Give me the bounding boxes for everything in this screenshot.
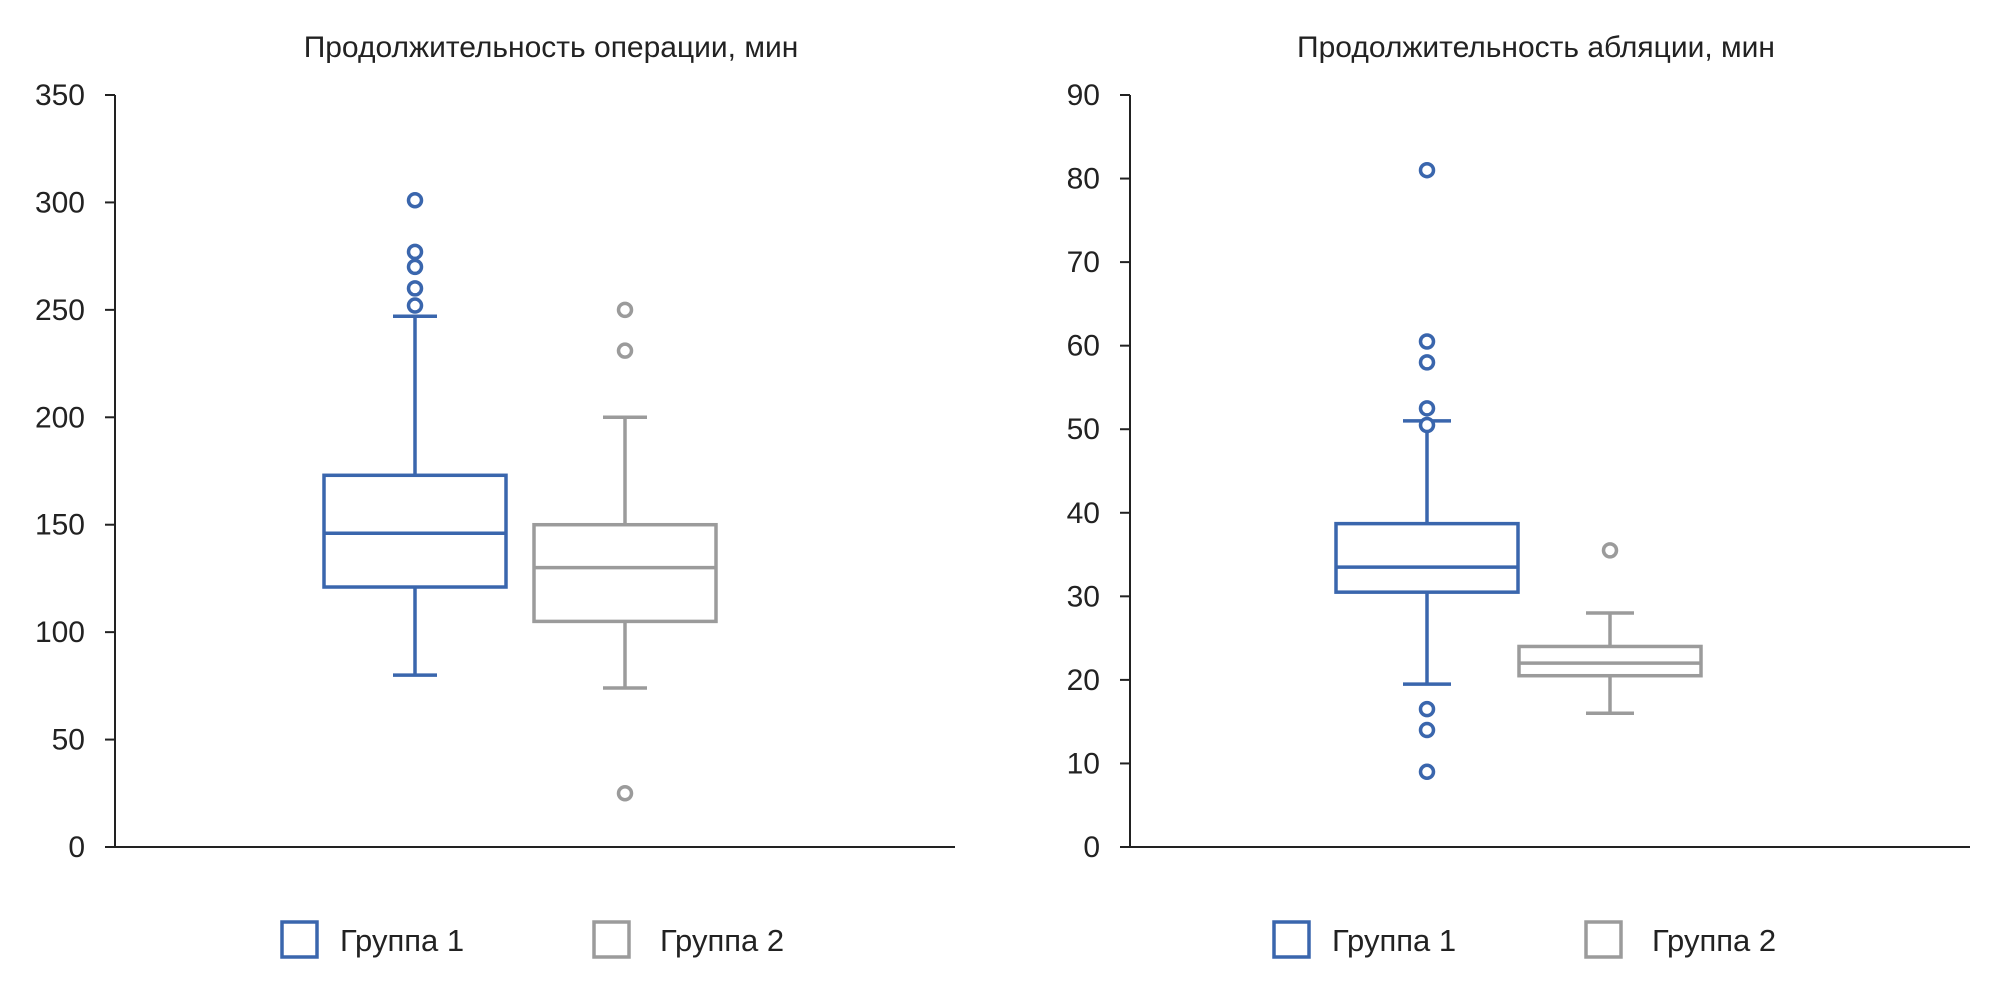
y-tick-label: 50 [52,724,85,757]
y-tick-label: 30 [1067,580,1100,613]
y-tick-label: 200 [35,401,85,434]
outlier-point [1418,763,1436,781]
box-iqr [532,522,718,624]
y-tick-label: 150 [35,509,85,542]
outlier-point [616,785,634,802]
outlier-point [406,280,424,297]
legend-swatch [1584,920,1623,959]
box-iqr [1517,644,1703,678]
outlier-point [616,342,634,359]
y-tick-label: 70 [1067,246,1100,279]
outlier-point [406,297,424,314]
legend-swatch [280,920,319,959]
legend-label: Группа 1 [340,923,464,958]
outlier-point [1418,721,1436,739]
y-tick-label: 350 [35,79,85,112]
outlier-point [616,301,634,319]
outlier-point [1418,161,1436,179]
legend-label: Группа 2 [1652,923,1776,958]
y-tick-label: 50 [1067,413,1100,446]
y-tick-label: 90 [1067,79,1100,112]
y-tick-label: 80 [1067,163,1100,196]
outlier-point [1418,416,1436,434]
box-iqr [322,473,508,589]
y-tick-label: 0 [68,831,85,864]
y-tick-label: 10 [1067,747,1100,780]
y-tick-label: 250 [35,294,85,327]
outlier-point [1601,542,1619,559]
outlier-point [406,243,424,261]
y-tick-label: 40 [1067,497,1100,530]
legend-swatch [1272,920,1311,959]
outlier-point [1418,400,1436,417]
y-tick-label: 60 [1067,330,1100,363]
chart-title: Продолжительность операции, мин [304,31,799,64]
y-tick-label: 20 [1067,664,1100,697]
outlier-point [1418,700,1436,718]
outlier-point [1418,333,1436,350]
y-tick-label: 100 [35,616,85,649]
y-tick-label: 0 [1083,831,1100,864]
legend-label: Группа 1 [1332,923,1456,958]
outlier-point [406,258,424,276]
chart-title: Продолжительность абляции, мин [1297,31,1775,64]
outlier-point [1418,354,1436,371]
legend-swatch [592,920,631,959]
y-tick-label: 300 [35,186,85,219]
box-iqr [1334,521,1520,594]
outlier-point [406,192,424,209]
legend-label: Группа 2 [660,923,784,958]
